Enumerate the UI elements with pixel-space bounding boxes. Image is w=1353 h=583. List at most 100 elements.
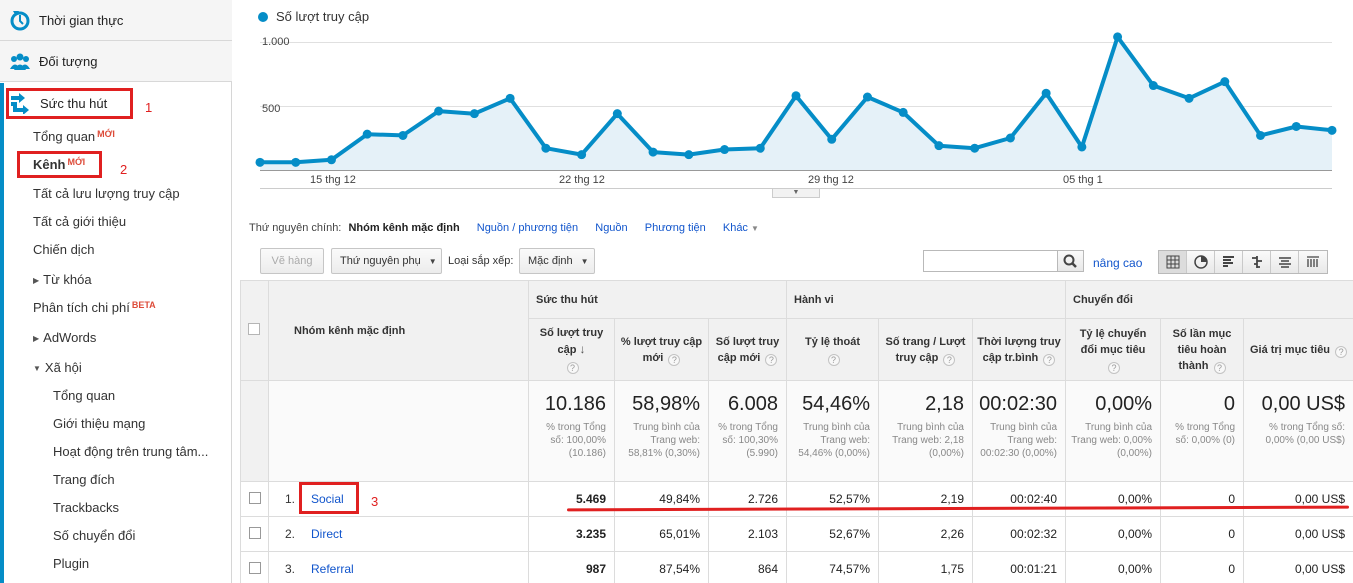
- chart-point[interactable]: [684, 150, 694, 160]
- advanced-filter-link[interactable]: nâng cao: [1093, 256, 1143, 270]
- plot-rows-button[interactable]: Vẽ hàng: [260, 248, 324, 274]
- sidebar-item-social-overview[interactable]: Tổng quan: [53, 388, 116, 403]
- chart-point[interactable]: [505, 93, 515, 103]
- chart-point[interactable]: [398, 130, 408, 140]
- group-header-acquisition: Sức thu hút: [528, 280, 787, 319]
- sidebar-item-all-referrals[interactable]: Tất cả giới thiệu: [33, 214, 127, 229]
- sidebar-item-acq-overview[interactable]: Tổng quan MỚI: [33, 129, 115, 144]
- row-checkbox[interactable]: [248, 526, 261, 539]
- column-header-avg-duration[interactable]: Thời lượng truy cập tr.bình ?: [971, 318, 1067, 381]
- chart-point[interactable]: [326, 155, 336, 165]
- chart-point[interactable]: [612, 109, 622, 119]
- dimension-option-source[interactable]: Nguồn: [595, 222, 628, 234]
- chart-point[interactable]: [255, 157, 265, 167]
- help-icon[interactable]: ?: [1335, 345, 1348, 358]
- chart-point[interactable]: [1256, 130, 1266, 140]
- chart-point[interactable]: [1077, 142, 1087, 152]
- chart-point[interactable]: [577, 150, 587, 160]
- view-comparison-button[interactable]: [1243, 251, 1271, 273]
- chart-point[interactable]: [1327, 125, 1337, 135]
- chart-point[interactable]: [1113, 32, 1123, 42]
- chart-point[interactable]: [898, 107, 908, 117]
- row-checkbox[interactable]: [248, 491, 261, 504]
- dimension-option-medium[interactable]: Phương tiện: [644, 222, 706, 234]
- help-icon[interactable]: ?: [943, 353, 956, 366]
- chart-point[interactable]: [541, 143, 551, 153]
- dimension-option-more[interactable]: Khác ▼: [723, 222, 759, 234]
- sort-type-dropdown[interactable]: Mặc định ▼: [519, 248, 595, 274]
- column-header-goal-conv-rate[interactable]: Tỷ lệ chuyển đổi mục tiêu?: [1065, 318, 1162, 381]
- x-tick-label: 22 thg 12: [559, 174, 605, 186]
- column-header-goal-completions[interactable]: Số lần mục tiêu hoàn thành ?: [1160, 318, 1245, 381]
- sidebar-section-realtime[interactable]: Thời gian thực: [0, 0, 232, 41]
- column-header-pct-new-visits[interactable]: % lượt truy cập mới ?: [614, 318, 709, 381]
- column-header-new-visits[interactable]: Số lượt truy cập mới ?: [708, 318, 787, 381]
- view-pie-button[interactable]: [1187, 251, 1215, 273]
- chart-point[interactable]: [1148, 81, 1158, 91]
- table-row[interactable]: 3. Referral 987 87,54% 864 74,57% 1,75 00:01:21…: [240, 551, 1353, 583]
- column-header-bounce-rate[interactable]: Tỷ lệ thoát?: [786, 318, 879, 381]
- chart-point[interactable]: [970, 143, 980, 153]
- search-button[interactable]: [1057, 250, 1084, 272]
- chart-point[interactable]: [934, 141, 944, 151]
- table-row[interactable]: 2. Direct 3.235 65,01% 2.103 52,67% 2,26 00:02:…: [240, 516, 1353, 552]
- help-icon[interactable]: ?: [1043, 353, 1056, 366]
- chart-collapse-handle[interactable]: ▼: [772, 188, 820, 198]
- dimension-option-source-medium[interactable]: Nguồn / phương tiện: [476, 222, 579, 234]
- secondary-dimension-dropdown[interactable]: Thứ nguyên phụ ▼: [331, 248, 442, 274]
- channel-link[interactable]: Referral: [311, 562, 354, 576]
- row-checkbox[interactable]: [248, 561, 261, 574]
- column-header-pages-per-visit[interactable]: Số trang / Lượt truy cập ?: [878, 318, 973, 381]
- total-cell: 0,00 US$ % trong Tổng số: 0,00% (0,00 US$…: [1243, 380, 1353, 482]
- chart-point[interactable]: [755, 143, 765, 153]
- help-icon[interactable]: ?: [668, 353, 681, 366]
- column-header-visits[interactable]: Số lượt truy cập ↓?: [528, 318, 615, 381]
- chart-point[interactable]: [648, 147, 658, 157]
- chart-point[interactable]: [1184, 93, 1194, 103]
- sidebar-section-audience[interactable]: Đối tượng: [0, 41, 232, 82]
- dimension-column-header[interactable]: Nhóm kênh mặc định: [268, 280, 529, 381]
- help-icon[interactable]: ?: [1213, 361, 1226, 374]
- view-table-button[interactable]: [1159, 251, 1187, 273]
- view-term-cloud-button[interactable]: [1271, 251, 1299, 273]
- sidebar-item-landing-pages[interactable]: Trang đích: [53, 472, 115, 487]
- sidebar-item-adwords[interactable]: ▶ AdWords: [33, 330, 96, 345]
- sidebar-item-trackbacks[interactable]: Trackbacks: [53, 500, 119, 515]
- table-row[interactable]: 1. Social 5.469 49,84% 2.726 52,57% 2,19 00:02:…: [240, 481, 1353, 517]
- select-all-checkbox[interactable]: [248, 323, 260, 335]
- sidebar-item-conversions[interactable]: Số chuyển đổi: [53, 528, 136, 543]
- select-all-cell: [240, 280, 269, 381]
- sidebar-item-social[interactable]: ▼ Xã hội: [33, 360, 82, 375]
- chart-point[interactable]: [791, 91, 801, 101]
- help-icon[interactable]: ?: [827, 353, 840, 366]
- help-icon[interactable]: ?: [1108, 361, 1121, 374]
- sidebar-item-keywords[interactable]: ▶ Từ khóa: [33, 272, 92, 287]
- sidebar-item-all-traffic[interactable]: Tất cả lưu lượng truy cập: [33, 186, 180, 201]
- help-icon[interactable]: ?: [566, 362, 579, 374]
- chart-point[interactable]: [291, 157, 301, 167]
- view-pivot-button[interactable]: [1299, 251, 1327, 273]
- sidebar-item-channels[interactable]: Kênh MỚI: [33, 157, 85, 172]
- chart-point[interactable]: [720, 145, 730, 155]
- channel-link[interactable]: Social: [311, 492, 344, 506]
- table-search-input[interactable]: [923, 250, 1058, 272]
- help-icon[interactable]: ?: [765, 353, 778, 366]
- sidebar-item-hub-activity[interactable]: Hoạt động trên trung tâm...: [53, 444, 209, 459]
- chart-point[interactable]: [1291, 121, 1301, 131]
- sidebar-item-cost-analysis[interactable]: Phân tích chi phí BETA: [33, 300, 156, 315]
- sidebar-acquisition-label[interactable]: Sức thu hút: [40, 96, 108, 111]
- sidebar-item-campaigns[interactable]: Chiến dịch: [33, 242, 95, 257]
- sidebar-item-network-referrals[interactable]: Giới thiệu mạng: [53, 416, 146, 431]
- chart-point[interactable]: [862, 92, 872, 102]
- chart-point[interactable]: [1005, 133, 1015, 143]
- view-performance-button[interactable]: [1215, 251, 1243, 273]
- chart-point[interactable]: [434, 106, 444, 116]
- chart-point[interactable]: [469, 109, 479, 119]
- sidebar-item-plugins[interactable]: Plugin: [53, 556, 90, 571]
- chart-point[interactable]: [1220, 77, 1230, 87]
- chart-point[interactable]: [827, 134, 837, 144]
- column-header-goal-value[interactable]: Giá trị mục tiêu ?: [1243, 318, 1353, 381]
- channel-link[interactable]: Direct: [311, 527, 343, 541]
- chart-point[interactable]: [362, 129, 372, 139]
- chart-point[interactable]: [1041, 88, 1051, 98]
